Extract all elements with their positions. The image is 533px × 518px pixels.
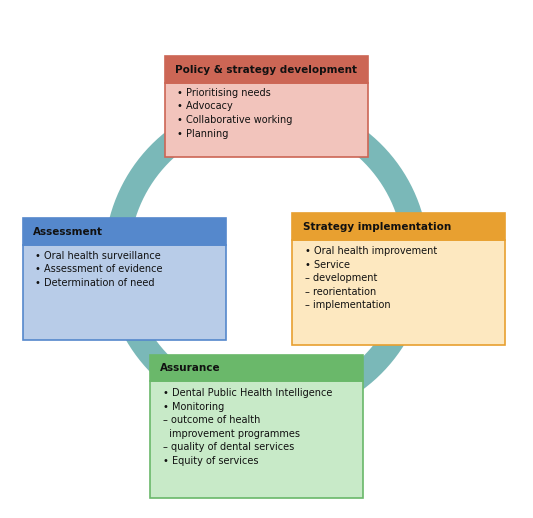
Text: • Prioritising needs
• Advocacy
• Collaborative working
• Planning: • Prioritising needs • Advocacy • Collab… xyxy=(177,88,293,139)
FancyBboxPatch shape xyxy=(165,83,368,157)
FancyBboxPatch shape xyxy=(165,56,368,83)
Text: • Oral health improvement
• Service
– development
– reorientation
– implementati: • Oral health improvement • Service – de… xyxy=(305,246,437,310)
FancyBboxPatch shape xyxy=(23,245,226,340)
FancyBboxPatch shape xyxy=(292,240,505,346)
FancyBboxPatch shape xyxy=(292,213,505,240)
Text: • Dental Public Health Intelligence
• Monitoring
– outcome of health
  improveme: • Dental Public Health Intelligence • Mo… xyxy=(163,388,332,466)
Text: Assessment: Assessment xyxy=(33,227,103,237)
FancyBboxPatch shape xyxy=(23,219,226,245)
Text: Policy & strategy development: Policy & strategy development xyxy=(175,65,357,75)
Text: • Oral health surveillance
• Assessment of evidence
• Determination of need: • Oral health surveillance • Assessment … xyxy=(35,251,163,288)
FancyBboxPatch shape xyxy=(150,381,363,498)
FancyBboxPatch shape xyxy=(150,355,363,381)
Text: Strategy implementation: Strategy implementation xyxy=(303,222,451,232)
Text: Assurance: Assurance xyxy=(160,363,221,373)
